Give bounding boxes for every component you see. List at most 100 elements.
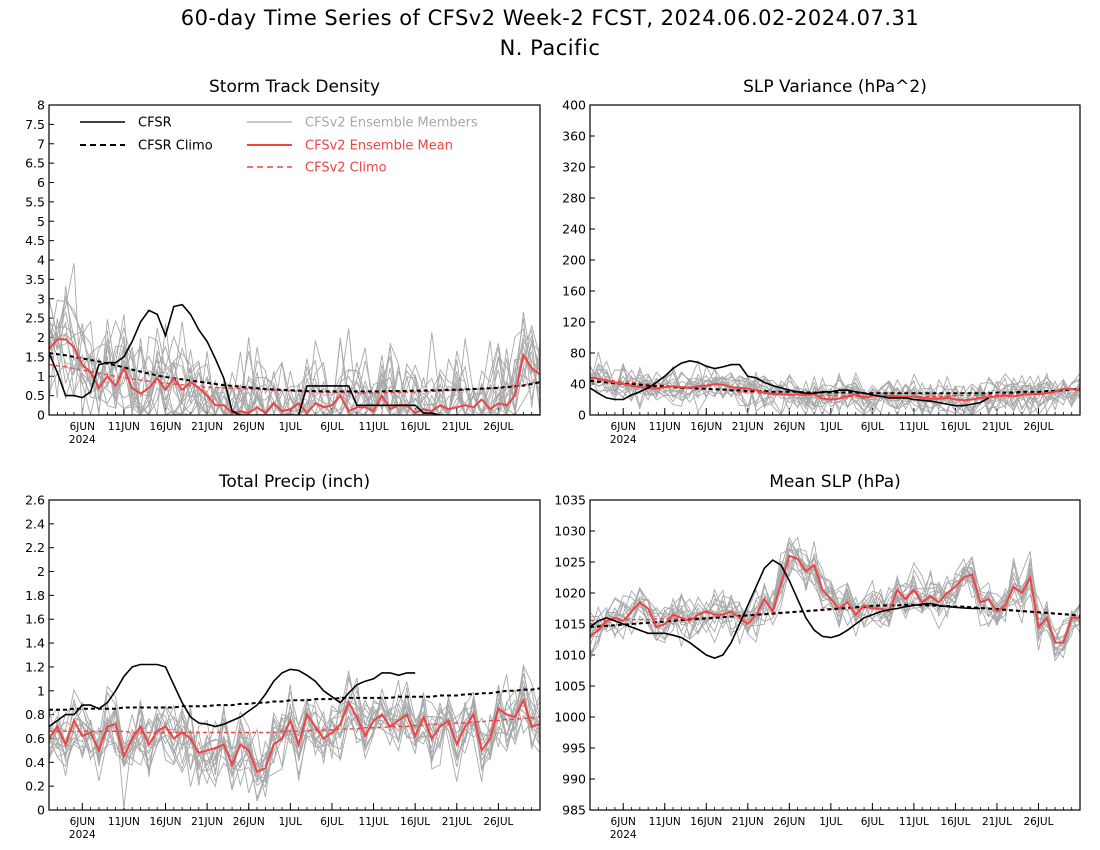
x-tick-label: 16JUN	[690, 421, 722, 433]
cfsv2-climo-line	[590, 377, 1080, 398]
ensemble-member-line	[590, 547, 1080, 658]
y-tick-label: 0.5	[25, 388, 45, 403]
x-tick-label: 11JUL	[899, 816, 929, 828]
x-tick-label: 21JUL	[442, 816, 472, 828]
y-tick-label: 3.5	[25, 272, 45, 287]
panel-title: Total Precip (inch)	[218, 472, 370, 492]
legend-item-cfsr-climo: CFSR Climo	[80, 139, 213, 154]
legend-label: CFSv2 Climo	[305, 161, 387, 176]
y-tick-label: 0	[37, 408, 45, 423]
y-tick-label: 1.4	[25, 636, 45, 651]
x-tick-label: 26JUL	[1023, 421, 1053, 433]
x-tick-year-label: 2024	[610, 434, 637, 446]
cfsr-line	[590, 359, 989, 407]
cfsr-climo-line	[590, 379, 1080, 395]
figure-title: 60-day Time Series of CFSv2 Week-2 FCST,…	[180, 6, 920, 30]
panel-storm: Storm Track Density 0 0.5 1 1.5 2 2.5 3 3.5 4 4.5 5…	[25, 77, 541, 446]
y-tick-label: 40	[570, 377, 586, 392]
y-tick-label: 6	[37, 175, 45, 190]
y-tick-label: 400	[562, 98, 586, 113]
x-tick-label: 16JUL	[940, 421, 970, 433]
x-tick-label: 26JUN	[773, 816, 805, 828]
ensemble-mean-line	[49, 697, 540, 774]
legend-item-cfsv2-climo: CFSv2 Climo	[247, 161, 387, 176]
ensemble-member-line	[49, 326, 540, 415]
plot-frame	[48, 104, 541, 416]
x-tick-label: 16JUL	[940, 816, 970, 828]
panel-title: Storm Track Density	[209, 77, 380, 97]
ensemble-member-line	[590, 548, 1080, 644]
y-tick-label: 1030	[554, 524, 586, 539]
y-tick-label: 5.5	[25, 194, 45, 209]
x-tick-label: 11JUL	[899, 421, 929, 433]
x-tick-label: 26JUN	[233, 421, 265, 433]
plot-area	[590, 536, 1080, 662]
y-tick-label: 1.5	[25, 349, 45, 364]
y-tick-label: 995	[562, 741, 586, 756]
x-tick-label: 11JUN	[649, 816, 681, 828]
ensemble-member-line	[590, 360, 1080, 412]
plot-area	[49, 663, 540, 808]
x-tick-year-label: 2024	[69, 434, 96, 446]
x-tick-label: 1JUL	[279, 421, 302, 433]
cfsr-line	[49, 663, 416, 728]
y-tick-label: 5	[37, 214, 45, 229]
ensemble-member-line	[49, 686, 540, 787]
y-tick-label: 7	[37, 136, 45, 151]
y-tick-label: 200	[562, 253, 586, 268]
x-tick-label: 21JUL	[982, 421, 1012, 433]
legend-label: CFSv2 Ensemble Mean	[305, 139, 453, 154]
x-tick-label: 1JUL	[819, 421, 842, 433]
y-tick-label: 0.8	[25, 707, 45, 722]
legend-label: CFSR Climo	[138, 139, 213, 154]
panel-mslp: Mean SLP (hPa) 985 990 995 1000 1005 1010 1015 1…	[554, 472, 1081, 841]
panel-title: Mean SLP (hPa)	[769, 472, 901, 492]
y-tick-label: 280	[562, 191, 586, 206]
ensemble-member-line	[590, 547, 1080, 661]
panel-slpvar: SLP Variance (hPa^2) 0 40 80 120 160 200 240 280…	[562, 77, 1081, 446]
ensemble-mean-line	[49, 338, 540, 415]
x-tick-year-label: 2024	[69, 829, 96, 841]
y-tick-label: 0	[578, 408, 586, 423]
x-tick-label: 1JUL	[819, 816, 842, 828]
y-tick-label: 2.5	[25, 311, 45, 326]
plot-area	[590, 351, 1080, 415]
x-tick-label: 6JUN	[70, 421, 95, 433]
plot-area	[49, 263, 540, 415]
x-tick-label: 6JUL	[320, 421, 343, 433]
ensemble-member-line	[590, 540, 1080, 642]
x-tick-label: 21JUN	[732, 816, 764, 828]
y-tick-label: 1.8	[25, 588, 45, 603]
y-tick-label: 1035	[554, 493, 586, 508]
y-tick-label: 1.6	[25, 612, 45, 627]
y-tick-label: 6.5	[25, 156, 45, 171]
ensemble-member-line	[49, 677, 540, 798]
y-tick-label: 1025	[554, 555, 586, 570]
x-tick-label: 26JUN	[773, 421, 805, 433]
y-tick-label: 1000	[554, 710, 586, 725]
y-tick-label: 2.2	[25, 540, 45, 555]
x-tick-label: 11JUL	[359, 816, 389, 828]
panel-precip: Total Precip (inch) 0 0.2 0.4 0.6 0.8 1 1.2 1.4 1…	[25, 472, 541, 841]
y-tick-label: 990	[562, 772, 586, 787]
ensemble-member-line	[49, 676, 540, 774]
x-tick-label: 16JUN	[690, 816, 722, 828]
y-tick-label: 0.2	[25, 779, 45, 794]
x-tick-label: 21JUN	[191, 816, 223, 828]
y-tick-label: 160	[562, 284, 586, 299]
ensemble-member-line	[49, 678, 540, 801]
y-tick-label: 360	[562, 129, 586, 144]
plot-frame	[48, 499, 541, 811]
x-tick-label: 21JUN	[732, 421, 764, 433]
figure-subtitle-region: N. Pacific	[499, 36, 601, 60]
x-tick-label: 6JUL	[320, 816, 343, 828]
y-tick-label: 0.6	[25, 731, 45, 746]
x-tick-label: 1JUL	[279, 816, 302, 828]
y-tick-label: 2.4	[25, 516, 45, 531]
y-tick-label: 1010	[554, 648, 586, 663]
x-tick-label: 11JUN	[649, 421, 681, 433]
panel-title: SLP Variance (hPa^2)	[743, 77, 927, 97]
y-tick-label: 4	[37, 253, 45, 268]
y-tick-label: 1	[37, 369, 45, 384]
legend: CFSR CFSR Climo CFSv2 Ensemble Members CFSv…	[80, 116, 478, 176]
